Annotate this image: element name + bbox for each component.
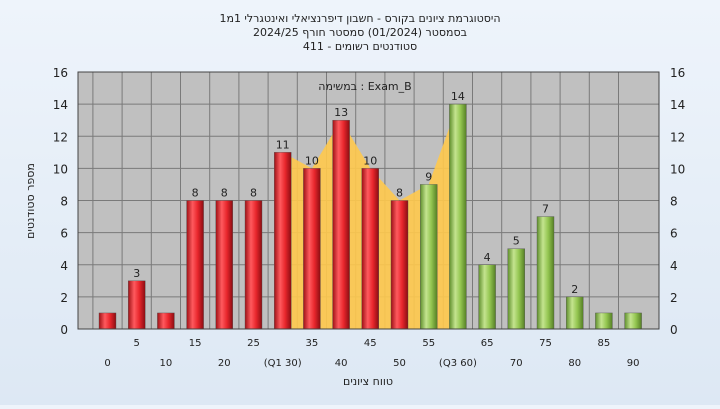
- x-tick-label: 55: [422, 338, 435, 349]
- bar: [624, 312, 642, 330]
- chart-title-line-2: בסמסטר (01/2024) סמסטר חורף 2024/25: [253, 26, 467, 39]
- bar: [390, 200, 409, 330]
- data-label: 10: [305, 154, 319, 167]
- x-tick-label: 35: [306, 338, 319, 349]
- x-tick-label: 75: [539, 338, 552, 349]
- x-tick-label: 85: [598, 338, 611, 349]
- y-tick-label-right: 16: [670, 66, 685, 80]
- y-tick-label-right: 4: [670, 259, 678, 273]
- bar: [215, 200, 234, 330]
- bar: [566, 296, 584, 330]
- chart-title-line-1: היסטוגרמת ציונים בקורס - חשבון דיפרנציאל…: [219, 12, 500, 25]
- x-axis-label: טווח ציונים: [343, 375, 393, 388]
- x-tick-label: 5: [134, 338, 140, 349]
- plot-frame: [77, 71, 660, 330]
- bar: [127, 280, 146, 330]
- data-label: 2: [571, 283, 578, 296]
- bar: [98, 312, 117, 330]
- data-label: 14: [451, 90, 465, 103]
- y-tick-label-left: 16: [53, 66, 68, 80]
- bar: [244, 200, 263, 330]
- bar: [449, 103, 467, 330]
- y-tick-label-right: 2: [670, 291, 678, 305]
- bar: [507, 248, 525, 330]
- y-axis-label: מספר סטודנטים: [24, 163, 37, 239]
- bar: [595, 312, 613, 330]
- x-tick-label: 25: [247, 338, 260, 349]
- bar: [478, 264, 496, 330]
- bar: [303, 168, 321, 330]
- y-tick-label-right: 8: [670, 195, 678, 209]
- bar: [536, 216, 555, 330]
- y-tick-label-left: 6: [60, 227, 68, 241]
- y-tick-label-right: 12: [670, 130, 685, 144]
- data-label: 5: [513, 235, 520, 248]
- y-tick-label-left: 2: [60, 291, 68, 305]
- data-label: 13: [334, 106, 348, 119]
- x-tick-label: (Q1 30): [264, 358, 302, 369]
- bar: [157, 312, 175, 330]
- bar: [420, 184, 438, 330]
- x-tick-label: (Q3 60): [439, 358, 477, 369]
- data-label: 3: [133, 267, 140, 280]
- chart-title: היסטוגרמת ציונים בקורס - חשבון דיפרנציאל…: [219, 12, 500, 53]
- data-label: 4: [484, 251, 491, 264]
- y-tick-label-left: 10: [53, 162, 68, 176]
- y-tick-label-right: 0: [670, 323, 678, 337]
- y-tick-label-left: 12: [53, 130, 68, 144]
- x-tick-label: 20: [218, 358, 231, 369]
- data-label: 7: [542, 203, 549, 216]
- y-tick-label-left: 14: [53, 98, 68, 112]
- data-label: 9: [425, 170, 432, 183]
- y-tick-label-left: 4: [60, 259, 68, 273]
- y-tick-label-left: 0: [60, 323, 68, 337]
- bar: [361, 168, 379, 330]
- x-tick-label: 50: [393, 358, 406, 369]
- data-label: 8: [192, 187, 199, 200]
- data-label: 8: [221, 187, 228, 200]
- y-tick-label-right: 14: [670, 98, 685, 112]
- y-tick-label-right: 10: [670, 162, 685, 176]
- bar: [186, 200, 204, 330]
- chart-annotation: במשימה : Exam_B: [318, 80, 411, 93]
- bars-layer: 3 8 8 8 11 10 13 10 8 9 14 4 5 7 2: [98, 90, 642, 330]
- y-tick-label-right: 6: [670, 227, 678, 241]
- chart-title-line-3: סטודנטים רשומים - 411: [303, 40, 417, 53]
- x-tick-label: 80: [568, 358, 581, 369]
- x-tick-label: 40: [335, 358, 348, 369]
- x-tick-label: 65: [481, 338, 494, 349]
- x-tick-label: 10: [160, 358, 173, 369]
- x-tick-label: 90: [627, 358, 640, 369]
- data-label: 10: [363, 154, 377, 167]
- data-label: 8: [250, 187, 257, 200]
- x-tick-label: 0: [104, 358, 110, 369]
- data-label: 11: [276, 138, 290, 151]
- bar: [332, 119, 350, 330]
- x-tick-label: 15: [189, 338, 202, 349]
- x-tick-label: 70: [510, 358, 523, 369]
- data-label: 8: [396, 187, 403, 200]
- bar: [274, 152, 292, 330]
- y-tick-label-left: 8: [60, 195, 68, 209]
- x-tick-label: 45: [364, 338, 377, 349]
